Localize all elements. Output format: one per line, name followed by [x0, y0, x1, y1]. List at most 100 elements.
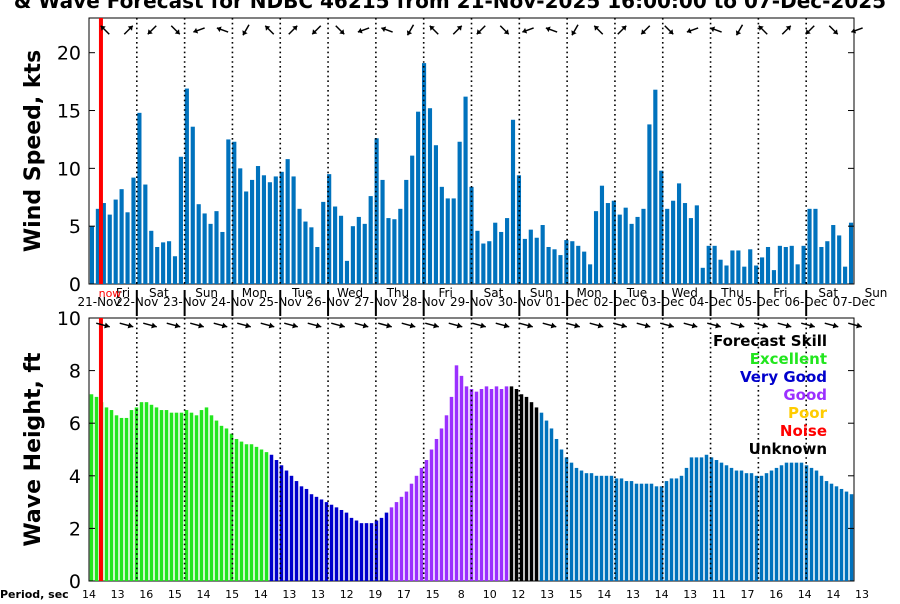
- day-label-dow: Fri: [439, 286, 453, 300]
- wave-bar: [804, 465, 809, 581]
- wind-bar: [190, 126, 195, 285]
- wave-bar: [414, 475, 419, 581]
- wave-bar: [679, 475, 684, 581]
- arrow-head: [268, 322, 275, 329]
- wave-bar: [659, 486, 664, 581]
- arrow-head: [362, 322, 369, 329]
- wave-bar: [774, 467, 779, 581]
- wave-bar: [604, 475, 609, 581]
- wave-bar: [224, 428, 229, 581]
- wind-bar: [505, 218, 510, 284]
- wave-bar: [274, 460, 279, 581]
- wave-bar: [329, 504, 334, 581]
- period-value: 17: [741, 588, 755, 600]
- wave-bar: [244, 444, 249, 581]
- wind-bar: [635, 216, 640, 284]
- wind-bar: [653, 89, 658, 284]
- wind-bar: [570, 241, 575, 284]
- wave-direction-arrow: [237, 322, 251, 329]
- wave-bar: [714, 460, 719, 581]
- arrow-head: [386, 322, 392, 329]
- wave-bar: [669, 478, 674, 581]
- wind-bar: [795, 264, 800, 284]
- wave-bar: [464, 386, 469, 581]
- wind-bar: [350, 226, 355, 284]
- wave-bar: [769, 470, 774, 581]
- wave-bar: [814, 470, 819, 581]
- period-value: 14: [82, 588, 96, 600]
- wave-direction-arrow: [425, 322, 439, 329]
- wind-bar: [327, 174, 332, 284]
- wind-bar: [196, 204, 201, 284]
- wave-bar: [494, 386, 499, 581]
- wave-ytick-label: 4: [69, 466, 81, 488]
- wave-bar: [784, 462, 789, 581]
- wind-bar: [582, 251, 587, 284]
- period-value: 13: [855, 588, 869, 600]
- arrow-head: [456, 322, 463, 329]
- wind-bar: [593, 211, 599, 284]
- wave-bar: [639, 483, 644, 581]
- wave-bar: [559, 449, 564, 581]
- wave-bar: [799, 462, 804, 581]
- wave-bar: [404, 491, 409, 581]
- wind-bar: [659, 170, 664, 284]
- wind-bar: [629, 223, 634, 284]
- wind-bar: [510, 119, 516, 285]
- wave-bar: [734, 470, 739, 581]
- wind-bar: [451, 198, 456, 284]
- wave-bar: [694, 457, 699, 581]
- wind-bar: [202, 213, 207, 284]
- wind-bar: [184, 88, 189, 284]
- wave-direction-arrow: [284, 322, 298, 329]
- wave-bar: [164, 410, 169, 581]
- wind-bar: [410, 155, 415, 284]
- wave-bar: [554, 438, 559, 581]
- period-value: 14: [826, 588, 840, 600]
- period-value: 17: [397, 588, 411, 600]
- wind-bar: [706, 245, 711, 284]
- wind-bar: [303, 221, 308, 284]
- wave-bar: [484, 386, 489, 581]
- arrow-head: [668, 322, 674, 329]
- wind-bar: [238, 168, 243, 284]
- period-value: 14: [597, 588, 611, 600]
- wind-direction-arrow: [664, 25, 674, 35]
- wind-bar: [760, 257, 765, 284]
- wind-bar: [137, 112, 142, 284]
- day-axis: Fri21-NovSat22-NovSun23-NovMon24-NovTue2…: [77, 286, 887, 316]
- wave-bar: [564, 457, 569, 581]
- wave-ytick-label: 2: [69, 518, 81, 540]
- day-label-dow: Sun: [530, 286, 553, 300]
- wave-bar: [184, 410, 189, 581]
- arrow-head: [574, 322, 580, 329]
- arrow-head: [242, 30, 248, 36]
- wave-bar: [519, 394, 524, 581]
- wind-bar: [208, 223, 213, 284]
- wind-bar: [771, 270, 777, 284]
- wave-bar: [704, 454, 709, 581]
- wind-bar: [362, 223, 367, 284]
- period-value: 10: [483, 588, 497, 600]
- wave-bar: [534, 407, 539, 581]
- arrow-head: [429, 25, 435, 31]
- wave-bar: [509, 386, 514, 581]
- wind-bar: [285, 159, 290, 284]
- wind-ytick-label: 10: [57, 158, 81, 180]
- wind-bar: [736, 250, 741, 284]
- arrow-head: [545, 26, 551, 33]
- wind-bar: [623, 207, 628, 284]
- wind-bar: [143, 184, 148, 284]
- wave-direction-arrow: [824, 322, 839, 329]
- wind-bar: [493, 222, 498, 284]
- wave-bar: [214, 420, 219, 581]
- wave-bar: [284, 470, 289, 581]
- wave-direction-arrow: [213, 322, 228, 329]
- wave-bar: [219, 425, 224, 581]
- arrow-head: [644, 322, 651, 329]
- wave-ytick-label: 0: [69, 571, 81, 593]
- wave-direction-arrow: [754, 322, 768, 329]
- arrow-head: [851, 27, 857, 34]
- wind-bar: [665, 208, 670, 284]
- day-label-dow: Sat: [149, 286, 169, 300]
